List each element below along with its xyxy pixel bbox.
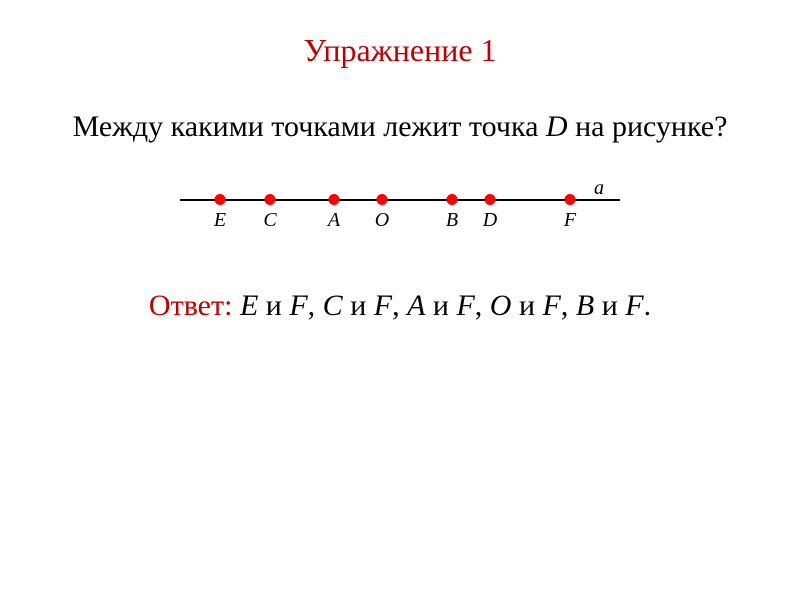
answer-point: E: [240, 289, 258, 322]
answer-text: Ответ: E и F, C и F, A и F, O и F, B и F…: [0, 289, 800, 323]
point-label-e: E: [214, 209, 226, 232]
answer-point: F: [625, 289, 643, 322]
line-label: a: [594, 177, 604, 200]
answer-pairs: E и F, C и F, A и F, O и F, B и F.: [240, 289, 651, 322]
answer-conj: и: [511, 289, 542, 322]
answer-conj: и: [594, 289, 625, 322]
answer-point: F: [543, 289, 561, 322]
point-label-o: O: [375, 209, 389, 232]
question-point: D: [546, 110, 568, 143]
point-d: [485, 194, 496, 205]
answer-prefix: Ответ:: [149, 289, 240, 322]
answer-point: F: [289, 289, 307, 322]
point-label-b: B: [446, 209, 458, 232]
point-o: [377, 194, 388, 205]
answer-sep: ,: [308, 289, 323, 322]
question-part1: Между какими точками лежит точка: [73, 110, 546, 143]
point-f: [565, 194, 576, 205]
point-e: [215, 194, 226, 205]
point-label-d: D: [483, 209, 497, 232]
point-a: [329, 194, 340, 205]
question-part2: на рисунке?: [568, 110, 728, 143]
point-b: [447, 194, 458, 205]
point-label-f: F: [564, 209, 576, 232]
answer-conj: и: [258, 289, 289, 322]
answer-sep: ,: [561, 289, 576, 322]
answer-point: O: [490, 289, 512, 322]
answer-point: A: [407, 289, 425, 322]
point-label-c: C: [263, 209, 276, 232]
number-line-diagram: a ECAOBDF: [180, 181, 620, 241]
answer-point: F: [374, 289, 392, 322]
answer-sep: ,: [392, 289, 407, 322]
answer-conj: и: [425, 289, 456, 322]
point-c: [265, 194, 276, 205]
answer-point: B: [576, 289, 594, 322]
exercise-title: Упражнение 1: [0, 0, 800, 69]
question-text: Между какими точками лежит точка D на ри…: [0, 107, 800, 146]
answer-point: F: [456, 289, 474, 322]
point-label-a: A: [328, 209, 340, 232]
answer-point: C: [323, 289, 343, 322]
answer-period: .: [644, 289, 652, 322]
answer-sep: ,: [475, 289, 490, 322]
answer-conj: и: [343, 289, 374, 322]
number-line: [180, 199, 620, 201]
